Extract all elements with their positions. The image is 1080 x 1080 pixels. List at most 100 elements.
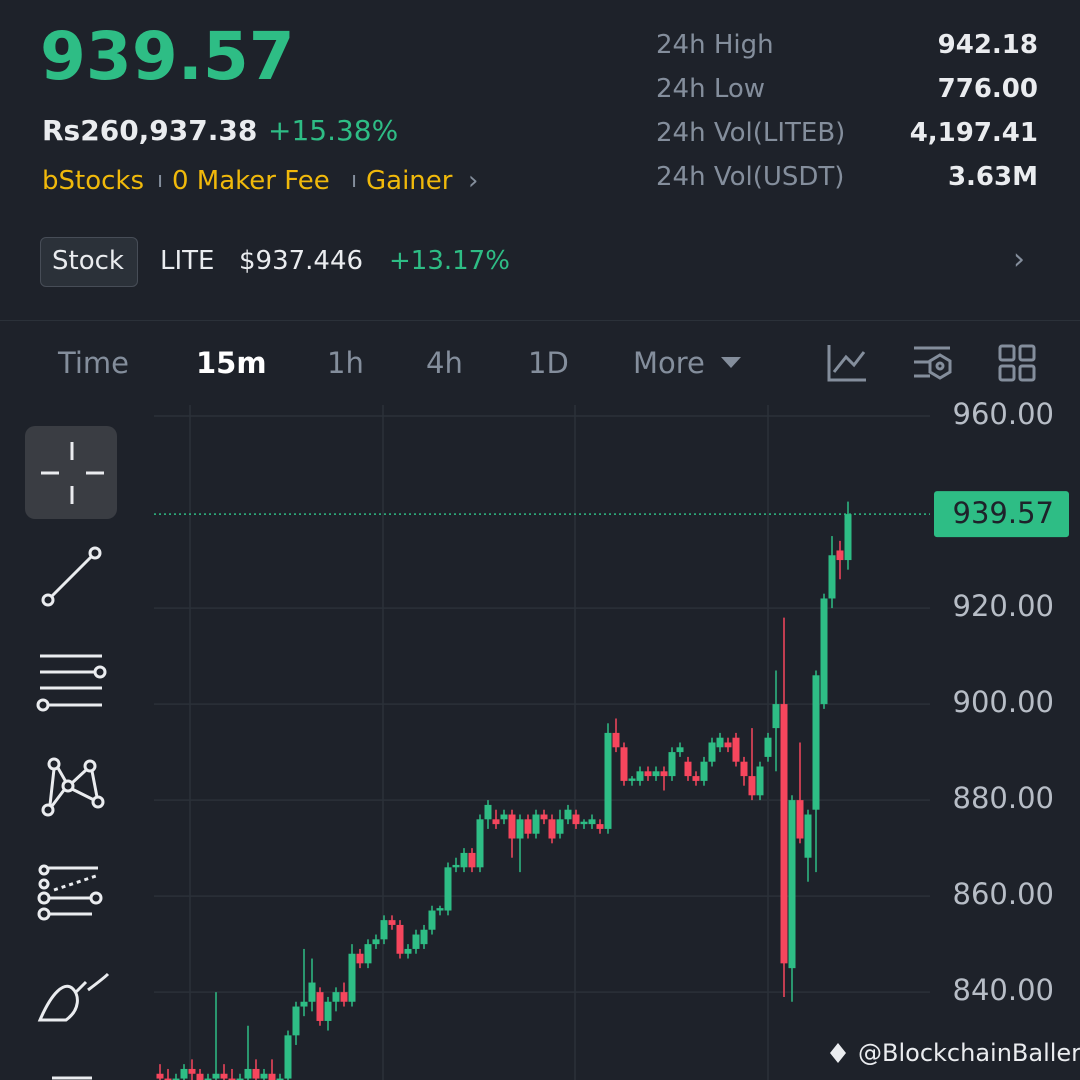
candle-body: [380, 920, 388, 940]
stat-value: 3.63M: [947, 162, 1038, 192]
candle-body: [700, 761, 708, 781]
candle-body: [588, 819, 596, 825]
candle-body: [164, 1078, 172, 1080]
candle-body: [220, 1073, 228, 1079]
candle-body: [708, 742, 716, 762]
candle-body: [204, 1078, 212, 1080]
candle-body: [252, 1068, 260, 1079]
candle-body: [612, 732, 620, 748]
candle-body: [452, 864, 460, 868]
candle-body: [436, 908, 444, 911]
tab[interactable]: 1D: [528, 346, 569, 380]
vertical-grid: [189, 405, 769, 1080]
chevron[interactable]: ›: [1013, 242, 1025, 277]
candle-body: [340, 992, 348, 1002]
stat-value: 4,197.41: [909, 118, 1038, 148]
candle-body: [508, 814, 516, 839]
candle-body: [388, 920, 396, 925]
candle-body: [620, 747, 628, 781]
tab[interactable]: More: [633, 346, 705, 380]
y-tick-label: 960.00: [953, 397, 1054, 431]
candle-body: [540, 814, 548, 820]
candle-body: [660, 771, 668, 777]
candle-body: [260, 1073, 268, 1079]
candle-body: [236, 1078, 244, 1080]
candle-body: [492, 819, 500, 825]
settings-icon[interactable]: [914, 346, 952, 380]
candle-body: [532, 814, 540, 834]
indicator-icon[interactable]: [827, 345, 866, 382]
dropdown-arrow[interactable]: [721, 357, 741, 368]
candle-body: [772, 704, 780, 729]
pattern-tool[interactable]: [41, 757, 105, 817]
line-tool[interactable]: [41, 546, 102, 607]
candle-body: [652, 771, 660, 777]
stock-change: +13.17%: [389, 246, 510, 276]
candle-body: [300, 1001, 308, 1007]
watermark-text: @BlockchainBaller: [858, 1039, 1080, 1067]
candle-body: [644, 771, 652, 777]
candle-body: [228, 1078, 236, 1080]
candle-body: [788, 800, 796, 969]
divider: [0, 320, 1080, 321]
y-tick-label: 840.00: [953, 973, 1054, 1007]
chevron[interactable]: ›: [468, 166, 479, 196]
separator: ı: [351, 168, 358, 193]
fiat-price: Rs260,937.38: [42, 114, 258, 147]
candle-body: [764, 737, 772, 757]
plot-area: [154, 415, 930, 1080]
candle-body: [364, 944, 372, 964]
candle-body: [796, 800, 804, 839]
candle-body: [628, 778, 636, 781]
stock-price: $937.446: [239, 246, 364, 276]
tab-active[interactable]: 15m: [196, 346, 267, 380]
candle-body: [316, 992, 324, 1021]
candle-body: [484, 804, 492, 820]
tag[interactable]: Gainer: [366, 166, 453, 196]
candle-body: [748, 776, 756, 796]
tool-active[interactable]: [25, 426, 117, 519]
candle-body: [420, 929, 428, 945]
candle-body: [212, 1073, 220, 1079]
tag[interactable]: bStocks: [42, 166, 145, 196]
candle-body: [348, 953, 356, 1002]
candle-body: [580, 821, 588, 825]
parallel-tool[interactable]: [36, 654, 107, 712]
stat-value: 776.00: [937, 74, 1038, 104]
candle-body: [372, 939, 380, 945]
candle-body: [724, 742, 732, 748]
candle-body: [820, 598, 828, 705]
candle-body: [500, 814, 508, 820]
candle-body: [740, 761, 748, 777]
candle-body: [812, 675, 820, 810]
candle-body: [180, 1068, 188, 1079]
candle-body: [476, 819, 484, 868]
stat-label: 24h High: [656, 30, 774, 60]
candle-body: [516, 819, 524, 839]
candle-body: [780, 704, 788, 964]
candle-body: [732, 737, 740, 762]
y-tick-label: 920.00: [953, 589, 1054, 623]
candle-body: [692, 776, 700, 781]
candle-body: [268, 1073, 276, 1080]
last-price-box: [934, 491, 1069, 538]
candle-body: [356, 953, 364, 964]
tab[interactable]: Time: [58, 346, 129, 380]
layout-icon[interactable]: [998, 344, 1036, 382]
crosshair-tool[interactable]: [41, 442, 104, 504]
fib-tool[interactable]: [37, 864, 103, 921]
candle-body: [684, 761, 692, 777]
watermark: @BlockchainBaller: [830, 1039, 1080, 1067]
brush-tool[interactable]: [37, 972, 110, 1022]
candle-body: [284, 1035, 292, 1079]
candle-body: [308, 982, 316, 1002]
candle-body: [844, 514, 852, 561]
tag[interactable]: 0 Maker Fee: [172, 166, 330, 196]
candle-body: [412, 934, 420, 949]
tab[interactable]: 1h: [327, 346, 364, 380]
candle-body: [676, 747, 684, 753]
stat-value: 942.18: [937, 30, 1038, 60]
separator: ı: [157, 168, 164, 193]
candle-body: [244, 1068, 252, 1079]
tab[interactable]: 4h: [426, 346, 463, 380]
